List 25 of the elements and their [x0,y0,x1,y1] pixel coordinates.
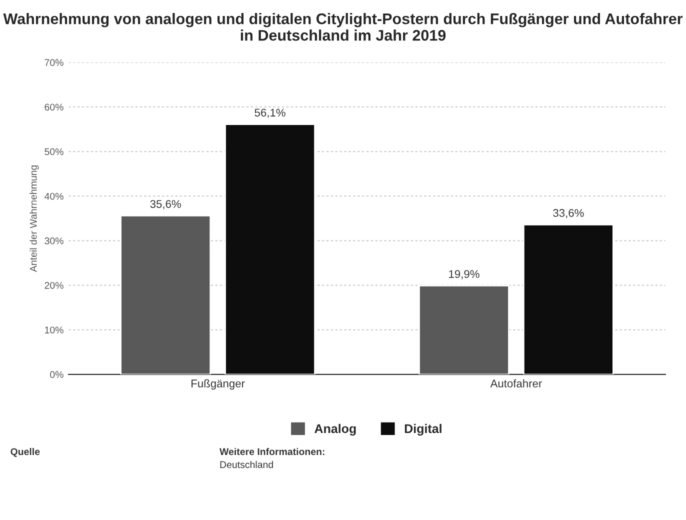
data-label: 35,6% [150,200,181,210]
y-tick-label: 50% [44,148,64,156]
text: Weitere Informationen: [220,448,324,456]
legend-label: Analog [314,424,356,436]
x-tick-label: Fußgänger [192,379,245,390]
text: Quelle [10,448,40,457]
data-label: 19,9% [449,270,480,280]
legend-label: Digital [404,424,442,436]
x-tick-label: Autofahrer [490,379,542,388]
bar [120,215,212,374]
y-tick-label: 30% [44,237,64,244]
bar [418,285,510,374]
y-axis-title: Anteil der Wahrnehmung [30,165,39,272]
bar [522,224,614,374]
data-label: 33,6% [553,209,584,218]
data-label: 56,1% [254,108,286,118]
text: Deutschland [220,460,273,468]
y-tick-label: 0% [50,371,64,378]
y-tick-label: 20% [44,282,64,289]
chart-title: Wahrnehmung von analogen und digitalen Citylight-Postern durch Fußgänger und Autofahrer in Deutschland im Jahr 2019 [3,13,683,41]
y-tick-label: 10% [45,326,64,334]
bar [224,124,316,374]
y-tick-label: 40% [44,192,64,200]
y-tick-label: 60% [44,104,64,111]
y-tick-label: 70% [44,59,64,66]
